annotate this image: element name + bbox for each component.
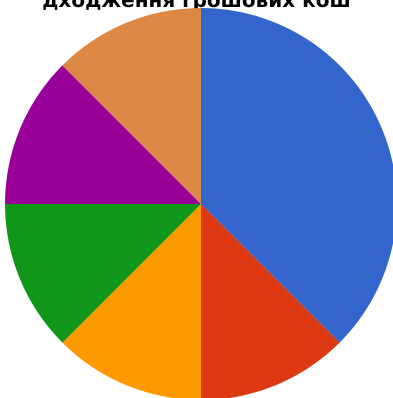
chart-title: дходження грошових кош xyxy=(42,0,351,12)
pie-slices xyxy=(5,8,393,398)
pie-slice-3 xyxy=(62,204,201,398)
pie-slice-4 xyxy=(5,204,201,343)
pie-slice-6 xyxy=(62,8,201,204)
pie-slice-1 xyxy=(201,8,393,343)
pie-slice-2 xyxy=(201,204,340,398)
pie-slice-5 xyxy=(5,65,201,204)
